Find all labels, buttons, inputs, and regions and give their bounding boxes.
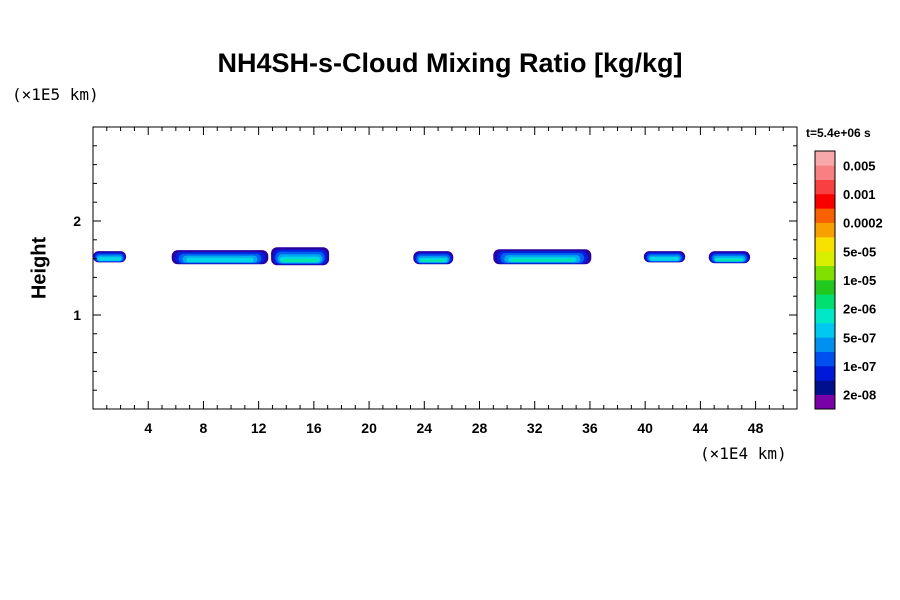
colorbar-label-4: 5e-05 — [843, 244, 876, 259]
y-tick-label-2: 2 — [73, 213, 81, 229]
cloud-band-2-layer-5 — [186, 257, 254, 263]
colorbar-swatch-2 — [815, 380, 835, 395]
x-tick-label-48: 48 — [748, 420, 764, 436]
colorbar-swatch-8 — [815, 294, 835, 309]
colorbar-swatch-10 — [815, 265, 835, 281]
colorbar-swatch-17 — [815, 165, 835, 180]
cloud-band-5-layer-6 — [511, 259, 573, 262]
colorbar-label-5: 1e-05 — [843, 273, 876, 288]
colorbar-swatch-12 — [815, 237, 835, 252]
colorbar-label-9: 2e-08 — [843, 388, 876, 403]
x-tick-label-32: 32 — [527, 420, 543, 436]
colorbar-swatch-15 — [815, 194, 835, 209]
colorbar-label-3: 0.0002 — [843, 216, 883, 231]
x-tick-label-28: 28 — [472, 420, 488, 436]
colorbar-swatch-16 — [815, 179, 835, 195]
time-label: t=5.4e+06 s — [806, 126, 871, 140]
colorbar-swatch-4 — [815, 351, 835, 367]
y-tick-label-1: 1 — [73, 307, 81, 323]
cloud-band-4-layer-6 — [420, 259, 446, 262]
cloud-band-3-layer-6 — [282, 259, 319, 262]
cloud-band-6-layer-5 — [650, 257, 679, 261]
colorbar-label-7: 5e-07 — [843, 330, 876, 345]
colorbar-frame — [814, 150, 836, 410]
x-tick-label-4: 4 — [144, 420, 152, 436]
x-axis-unit-label: (×1E4 km) — [700, 444, 787, 463]
colorbar-label-2: 0.001 — [843, 187, 876, 202]
x-tick-label-36: 36 — [582, 420, 598, 436]
colorbar-label-8: 1e-07 — [843, 359, 876, 374]
colorbar-swatch-9 — [815, 280, 835, 295]
cloud-band-1-layer-5 — [98, 257, 122, 261]
colorbar-swatch-7 — [815, 308, 835, 324]
plot-frame — [92, 126, 798, 410]
x-tick-label-8: 8 — [200, 420, 208, 436]
x-tick-label-24: 24 — [417, 420, 433, 436]
x-tick-label-20: 20 — [361, 420, 377, 436]
colorbar-label-6: 2e-06 — [843, 302, 876, 317]
x-tick-label-44: 44 — [693, 420, 709, 436]
colorbar-swatch-6 — [815, 323, 835, 338]
x-tick-label-12: 12 — [251, 420, 267, 436]
colorbar-label-1: 0.005 — [843, 158, 876, 173]
chart-title: NH4SH-s-Cloud Mixing Ratio [kg/kg] — [217, 48, 683, 78]
x-tick-label-16: 16 — [306, 420, 322, 436]
colorbar-swatch-3 — [815, 366, 835, 381]
cloud-band-7-layer-6 — [716, 259, 743, 262]
y-axis-unit-label: (×1E5 km) — [12, 85, 99, 104]
colorbar-swatch-14 — [815, 208, 835, 223]
colorbar-swatch-5 — [815, 337, 835, 352]
colorbar-swatch-13 — [815, 222, 835, 238]
x-tick-label-40: 40 — [637, 420, 653, 436]
colorbar-swatch-1 — [815, 394, 835, 410]
colorbar-swatch-18 — [815, 151, 835, 166]
colorbar-swatch-11 — [815, 251, 835, 266]
